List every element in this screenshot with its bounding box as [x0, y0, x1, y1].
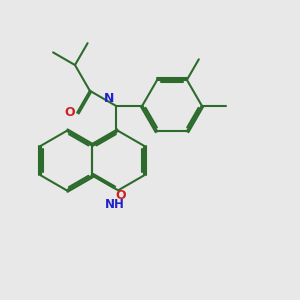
Text: O: O: [116, 189, 126, 202]
Text: N: N: [104, 92, 115, 105]
Text: NH: NH: [105, 198, 125, 211]
Text: O: O: [64, 106, 75, 119]
